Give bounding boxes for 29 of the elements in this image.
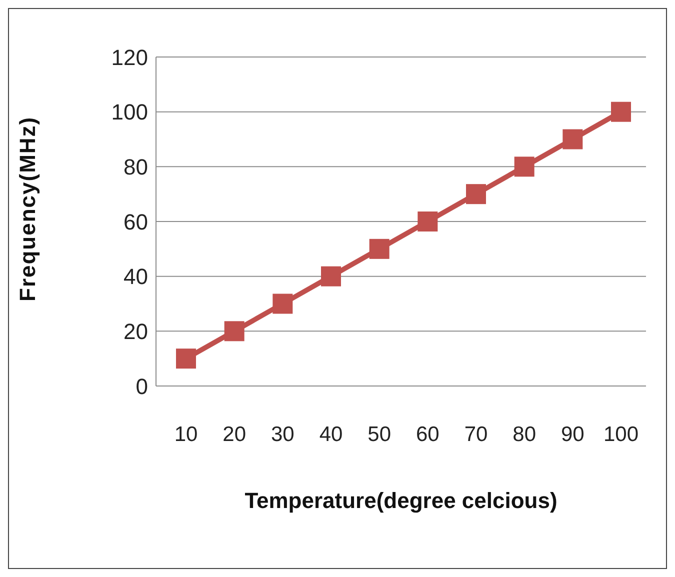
point: [176, 348, 196, 369]
y-tick-label: 40: [124, 264, 148, 290]
x-tick-label: 60: [416, 422, 440, 446]
point: [562, 129, 583, 150]
point: [321, 266, 341, 286]
x-tick-label: 90: [560, 422, 584, 446]
point: [418, 212, 438, 232]
x-tick-label: 100: [603, 422, 639, 446]
y-tick-label: 120: [111, 44, 148, 70]
point: [466, 184, 486, 204]
x-tick-label: 20: [222, 422, 246, 446]
x-tick-label: 50: [368, 422, 392, 446]
x-tick-label: 30: [270, 422, 294, 446]
point: [514, 156, 534, 177]
point: [272, 294, 293, 314]
point: [611, 102, 631, 122]
x-axis-title: Temperature(degree celcious): [244, 488, 558, 513]
point: [369, 238, 390, 259]
x-tick-label: 40: [319, 422, 343, 446]
y-axis-title: Frequency(MHz): [14, 116, 40, 302]
y-tick-label: 0: [136, 374, 148, 399]
y-tick-label: 100: [111, 100, 148, 125]
point: [224, 321, 244, 342]
y-tick-label: 60: [124, 209, 148, 234]
x-tick-label: 80: [512, 422, 536, 446]
x-tick-label: 10: [174, 422, 198, 446]
y-tick-label: 80: [124, 154, 148, 180]
y-tick-label: 20: [124, 318, 148, 344]
x-tick-label: 70: [464, 422, 488, 446]
